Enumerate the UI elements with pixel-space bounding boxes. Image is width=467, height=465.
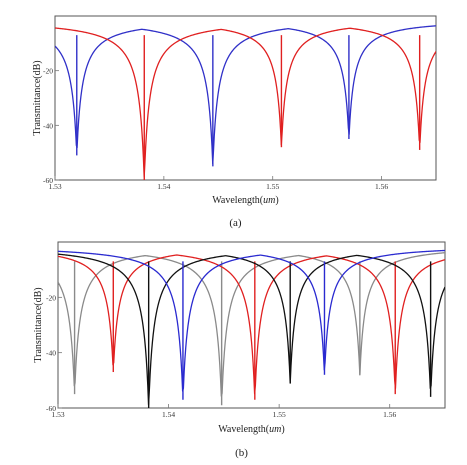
chart-b-ytick-label: -40 — [46, 349, 56, 358]
chart-b-svg: 1.53 1.54 1.55 1.56 -20 -40 -60 Wavelength(um) T… — [33, 241, 446, 459]
figure-panel-b: 1.53 1.54 1.55 1.56 -20 -40 -60 Wavelength(um) T… — [0, 232, 467, 465]
chart-a-ytick-label: -20 — [43, 67, 53, 76]
chart-b-panel-label: (b) — [235, 447, 248, 459]
chart-a-plot-area — [54, 15, 437, 181]
chart-b-ytick-label: -20 — [46, 293, 56, 302]
chart-a-xtick-label: 1.53 — [48, 182, 61, 191]
chart-b-series-1-line — [58, 252, 445, 397]
chart-a-panel-label: (a) — [229, 217, 242, 229]
chart-a-ytick-label: -40 — [43, 121, 53, 130]
chart-a-svg: 1.53 1.54 1.55 1.56 -20 -40 -60 Wavelength(um) T… — [32, 15, 437, 229]
chart-b-y-axis-title: Transmittance(dB) — [33, 287, 44, 362]
chart-b-series-3-line — [58, 253, 445, 406]
figure-panel-a: 1.53 1.54 1.55 1.56 -20 -40 -60 Wavelength(um) T… — [0, 0, 467, 232]
chart-b-series-2-line — [58, 254, 445, 395]
chart-b-xtick-label: 1.55 — [273, 410, 286, 419]
chart-b-xtick-label: 1.53 — [51, 410, 64, 419]
chart-a-x-axis-title: Wavelength(um) — [212, 195, 278, 206]
chart-b-curves — [58, 249, 445, 408]
chart-b-ytick-label: -60 — [46, 404, 56, 413]
chart-b-xtick-label: 1.56 — [383, 410, 396, 419]
chart-a-ytick-label: -60 — [43, 176, 53, 185]
chart-b-x-axis-title: Wavelength(um) — [218, 424, 284, 435]
chart-a-xtick-label: 1.55 — [266, 182, 279, 191]
chart-a-series-2-line — [55, 27, 436, 178]
chart-b-xtick-label: 1.54 — [162, 410, 175, 419]
chart-b-series-4-line — [58, 249, 445, 392]
chart-a-y-axis-title: Transmittance(dB) — [32, 60, 43, 135]
chart-a-series-1-line — [55, 25, 436, 165]
chart-a-xtick-label: 1.56 — [375, 182, 388, 191]
chart-a-xtick-label: 1.54 — [157, 182, 170, 191]
chart-a-curves — [55, 25, 436, 180]
